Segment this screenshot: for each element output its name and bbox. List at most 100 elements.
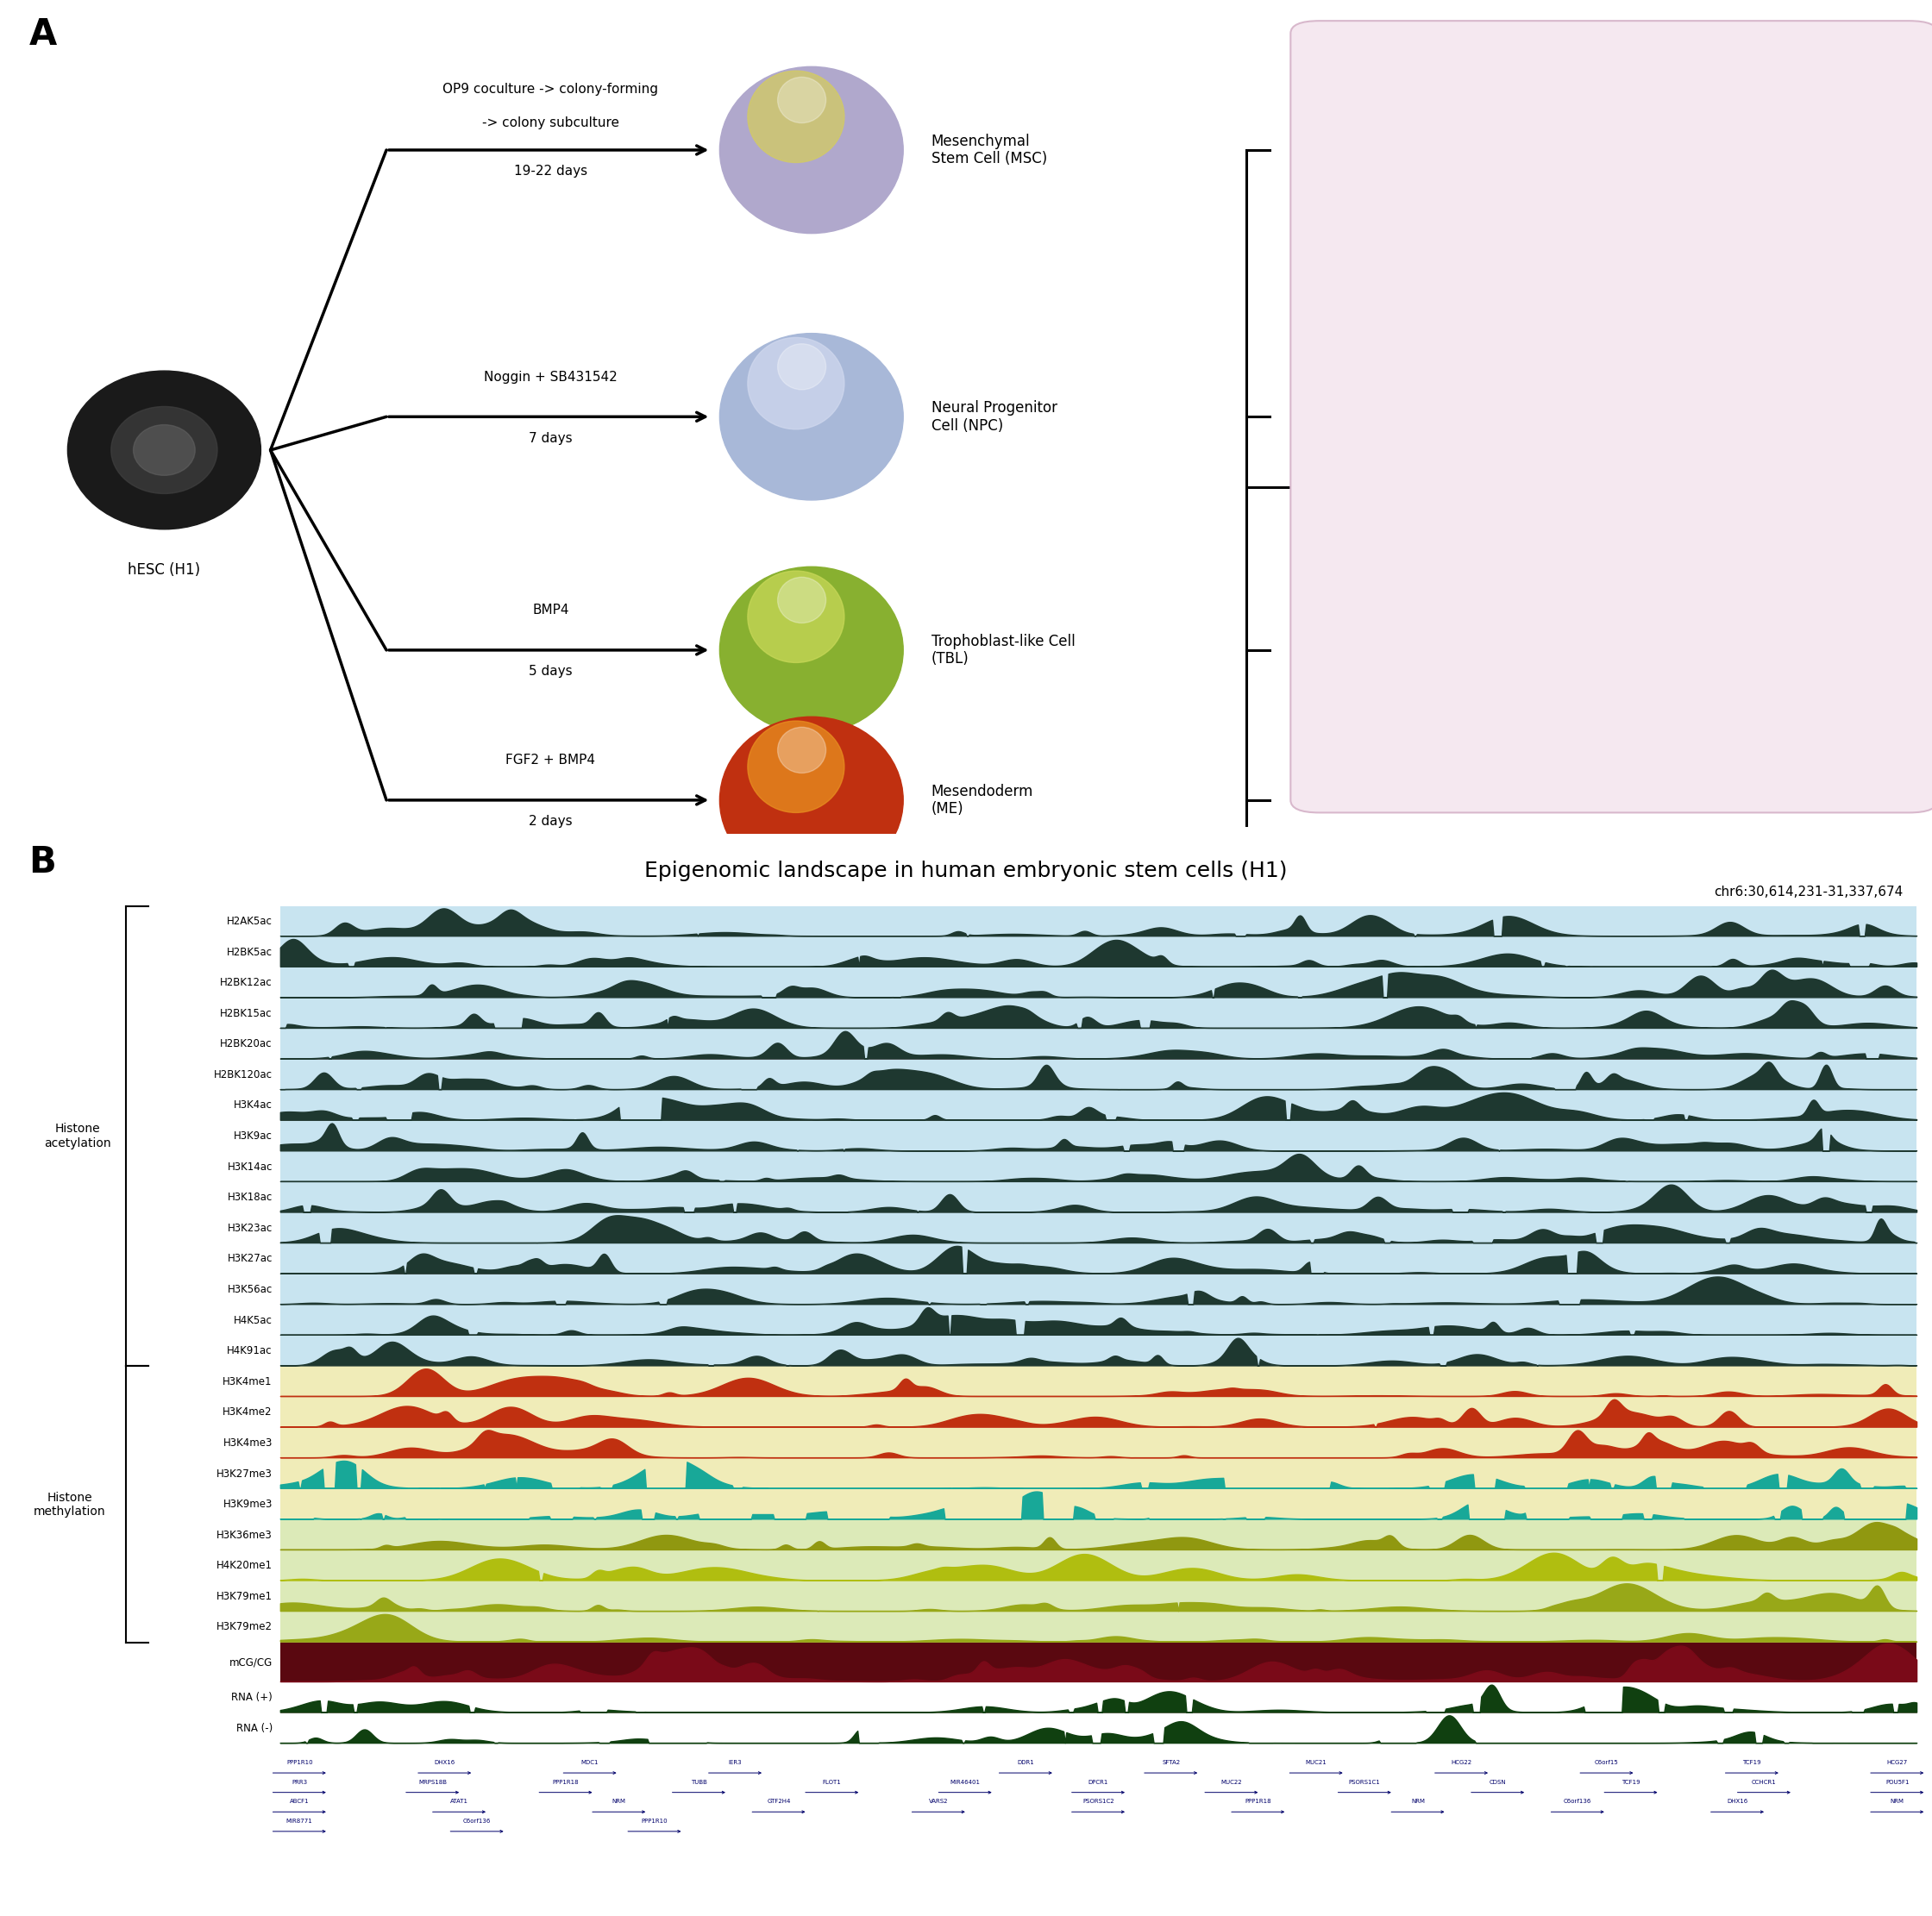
Text: H3K14ac: H3K14ac [228, 1161, 272, 1173]
Bar [280, 1682, 1917, 1744]
Text: chr6:30,614,231-31,337,674: chr6:30,614,231-31,337,674 [1714, 885, 1903, 899]
Bar [280, 906, 1917, 1366]
Text: Mesenchymal
Stem Cell (MSC): Mesenchymal Stem Cell (MSC) [931, 134, 1047, 167]
Text: H3K36me3: H3K36me3 [216, 1529, 272, 1540]
Text: mCG/CG: mCG/CG [230, 1657, 272, 1669]
Ellipse shape [748, 720, 844, 812]
Ellipse shape [748, 337, 844, 429]
Text: H2BK5ac: H2BK5ac [226, 947, 272, 958]
Text: H4K5ac: H4K5ac [234, 1314, 272, 1326]
FancyBboxPatch shape [1291, 21, 1932, 812]
Text: DDR1: DDR1 [1018, 1761, 1034, 1765]
Text: H3K9ac: H3K9ac [234, 1130, 272, 1142]
Text: H3K4ac: H3K4ac [234, 1100, 272, 1111]
Text: 5 days: 5 days [529, 665, 572, 678]
Text: 19-22 days: 19-22 days [514, 165, 587, 178]
Ellipse shape [133, 425, 195, 475]
Ellipse shape [777, 77, 825, 123]
Text: RNA-Seq: RNA-Seq [1461, 701, 1532, 717]
Text: 380: 380 [1824, 701, 1853, 717]
Text: PSORS1C2: PSORS1C2 [1082, 1799, 1115, 1805]
Text: H3K9me3: H3K9me3 [222, 1498, 272, 1510]
Text: Noggin + SB431542: Noggin + SB431542 [483, 370, 618, 383]
Text: Histone
methylation: Histone methylation [33, 1491, 106, 1517]
Text: Mapped reads: Mapped reads [1638, 92, 1731, 105]
Text: PRR3: PRR3 [292, 1780, 307, 1784]
Text: PPP1R18: PPP1R18 [1244, 1799, 1271, 1805]
Ellipse shape [719, 67, 904, 234]
Ellipse shape [777, 577, 825, 623]
Text: PPP1R10: PPP1R10 [286, 1761, 313, 1765]
Bar [280, 1642, 1917, 1682]
Text: VARS2: VARS2 [929, 1799, 949, 1805]
Text: H3K4me1: H3K4me1 [222, 1376, 272, 1387]
Text: -> colony subculture: -> colony subculture [483, 117, 618, 128]
Text: GTF2H4: GTF2H4 [767, 1799, 790, 1805]
Text: HCG22: HCG22 [1451, 1761, 1472, 1765]
Text: H3K27me3: H3K27me3 [216, 1468, 272, 1479]
Text: BMP4: BMP4 [533, 604, 568, 617]
Text: (billion): (billion) [1814, 167, 1862, 180]
Text: MRPS18B: MRPS18B [419, 1780, 446, 1784]
Text: FGF2 + BMP4: FGF2 + BMP4 [506, 753, 595, 766]
Text: MIR8771: MIR8771 [286, 1818, 313, 1824]
Text: H3K79me2: H3K79me2 [216, 1621, 272, 1632]
Text: TUBB: TUBB [692, 1780, 707, 1784]
Text: ABCF1: ABCF1 [290, 1799, 309, 1805]
Text: NRM: NRM [1410, 1799, 1424, 1805]
Text: 7 days: 7 days [529, 431, 572, 445]
Text: H3K27ac: H3K27ac [228, 1253, 272, 1265]
Text: B: B [29, 845, 56, 881]
Ellipse shape [777, 343, 825, 389]
Bar [280, 1519, 1917, 1642]
Ellipse shape [748, 571, 844, 663]
Text: H2BK20ac: H2BK20ac [220, 1038, 272, 1050]
Text: TCF19: TCF19 [1743, 1761, 1762, 1765]
Text: NRM: NRM [612, 1799, 626, 1805]
Text: CCHCR1: CCHCR1 [1752, 1780, 1777, 1784]
Text: Epigenomic landscape in human embryonic stem cells (H1): Epigenomic landscape in human embryonic … [645, 860, 1287, 881]
Text: H3K56ac: H3K56ac [228, 1284, 272, 1295]
Text: 3.8: 3.8 [1673, 701, 1698, 717]
Text: MIR46401: MIR46401 [951, 1780, 980, 1784]
Text: A: A [29, 17, 56, 54]
Text: MUC22: MUC22 [1221, 1780, 1242, 1784]
Text: IER3: IER3 [728, 1761, 742, 1765]
Text: NRM: NRM [1889, 1799, 1905, 1805]
Text: Histone
acetylation: Histone acetylation [44, 1123, 110, 1150]
Text: 210: 210 [1824, 293, 1853, 310]
Text: MDC1: MDC1 [582, 1761, 599, 1765]
Text: MUC21: MUC21 [1306, 1761, 1327, 1765]
Text: RNA (+): RNA (+) [232, 1692, 272, 1703]
Text: FLOT1: FLOT1 [823, 1780, 842, 1784]
Ellipse shape [719, 567, 904, 734]
Text: H3K4me3: H3K4me3 [222, 1437, 272, 1448]
Text: H4K91ac: H4K91ac [228, 1345, 272, 1357]
Text: H2BK12ac: H2BK12ac [220, 977, 272, 989]
Text: DHX16: DHX16 [1727, 1799, 1748, 1805]
Text: H3K4me2: H3K4me2 [222, 1406, 272, 1418]
Text: H3K79me1: H3K79me1 [216, 1590, 272, 1602]
Ellipse shape [112, 406, 216, 494]
Text: TCF19: TCF19 [1621, 1780, 1640, 1784]
Text: HCG27: HCG27 [1888, 1761, 1907, 1765]
Text: Neural Progenitor
Cell (NPC): Neural Progenitor Cell (NPC) [931, 400, 1057, 433]
Text: SFTA2: SFTA2 [1161, 1761, 1180, 1765]
Text: 5.3: 5.3 [1673, 500, 1698, 517]
Text: H2BK15ac: H2BK15ac [220, 1008, 272, 1019]
Text: DHX16: DHX16 [435, 1761, 456, 1765]
Text: OP9 coculture -> colony-forming: OP9 coculture -> colony-forming [442, 82, 659, 96]
Text: POU5F1: POU5F1 [1886, 1780, 1909, 1784]
Text: RNA (-): RNA (-) [236, 1722, 272, 1734]
Text: CDSN: CDSN [1490, 1780, 1507, 1784]
Ellipse shape [777, 728, 825, 772]
Bar [280, 1366, 1917, 1519]
Ellipse shape [748, 71, 844, 163]
Text: H4K20me1: H4K20me1 [216, 1560, 272, 1571]
Text: C6orf15: C6orf15 [1594, 1761, 1619, 1765]
Text: Total bases: Total bases [1801, 92, 1874, 105]
Text: PPP1R10: PPP1R10 [641, 1818, 668, 1824]
Text: H2BK120ac: H2BK120ac [214, 1069, 272, 1081]
Text: ChIP-seq: ChIP-seq [1461, 293, 1532, 310]
Text: (billion): (billion) [1662, 167, 1708, 180]
